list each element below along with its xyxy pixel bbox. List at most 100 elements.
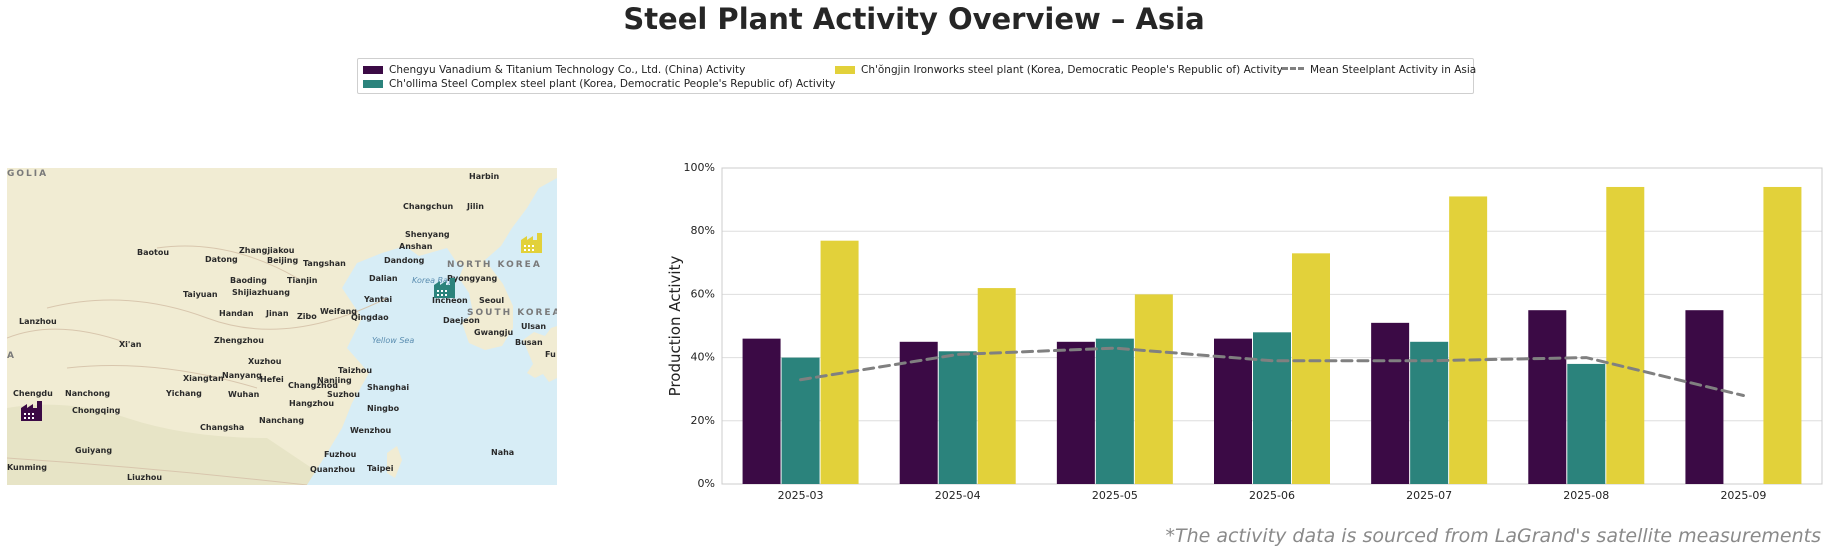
map-region-label: SOUTH KOREA [467, 308, 557, 318]
y-tick-label: 100% [684, 161, 715, 174]
map-city-label: Xuzhou [248, 357, 282, 366]
map-city-label: Seoul [479, 296, 504, 305]
map-city-label: Kunming [7, 463, 47, 472]
map-city-label: Changzhou [288, 381, 338, 390]
map-city-label: Fu [545, 350, 556, 359]
map-city-label: Zhangjiakou [239, 246, 295, 255]
map-city-label: Gwangju [474, 328, 514, 337]
map-city-label: Anshan [399, 242, 433, 251]
map-city-label: Liuzhou [127, 473, 162, 482]
bar [820, 240, 859, 484]
map-city-label: Zibo [297, 312, 317, 321]
map-city-label: Jilin [466, 202, 484, 211]
legend-label: Chengyu Vanadium & Titanium Technology C… [389, 64, 746, 76]
map-city-label: Beijing [267, 256, 298, 265]
map-city-label: Ulsan [521, 322, 546, 331]
map-city-label: Fuzhou [324, 450, 357, 459]
map-city-label: Guiyang [75, 446, 112, 455]
map-city-label: Hangzhou [289, 399, 334, 408]
bar [1214, 338, 1252, 484]
korean-peninsula [459, 250, 513, 350]
map-city-label: Chengdu [13, 389, 53, 398]
bar [977, 288, 1016, 484]
factory-icon[interactable] [434, 278, 455, 298]
y-tick-label: 20% [691, 414, 715, 427]
map-city-label: Xi'an [119, 340, 142, 349]
map-city-label: Taizhou [338, 366, 372, 375]
y-tick-label: 80% [691, 224, 715, 237]
map-city-label: Zhengzhou [214, 336, 264, 345]
road [7, 328, 128, 344]
map-city-label: Wenzhou [350, 426, 392, 435]
map-sea-label: Korea Bay [412, 276, 453, 285]
y-tick-label: 0% [698, 477, 715, 490]
map-region-label: NORTH KOREA [447, 260, 542, 270]
road [7, 457, 308, 485]
map-city-label: Busan [515, 338, 543, 347]
x-tick-label: 2025-03 [778, 489, 824, 500]
map-sea-label: Yellow Sea [372, 336, 414, 345]
map-city-label: Harbin [469, 172, 500, 181]
bar [742, 338, 781, 484]
y-tick-label: 40% [691, 351, 715, 364]
map-city-label: Jinan [265, 309, 289, 318]
footnote: *The activity data is sourced from LaGra… [1165, 525, 1821, 547]
map-city-label: Qingdao [351, 313, 389, 322]
factory-icon[interactable] [21, 401, 42, 421]
legend-swatch [363, 80, 383, 88]
land-south [7, 404, 337, 485]
legend-label: Mean Steelplant Activity in Asia [1310, 64, 1477, 76]
map-city-label: Shanghai [367, 383, 409, 392]
map-city-label: Pyongyang [447, 274, 497, 283]
x-tick-label: 2025-09 [1720, 489, 1766, 500]
map-city-label: Incheon [432, 296, 468, 305]
map-city-label: Taipei [367, 464, 394, 473]
bar [1763, 186, 1802, 484]
map[interactable]: GOLIA NORTH KOREA SOUTH KOREA A Yellow S… [7, 168, 557, 485]
map-city-label: Dandong [384, 256, 425, 265]
map-city-label: Tianjin [287, 276, 318, 285]
map-city-label: Ningbo [367, 404, 400, 413]
map-city-label: Taiyuan [183, 290, 218, 299]
chart-canvas: 0% 20% 40% 60% 80% 100% Production Activity 202… [666, 161, 1823, 502]
bar [1095, 338, 1134, 484]
map-city-label: Hefei [260, 375, 284, 384]
factory-icon[interactable] [521, 233, 542, 253]
bar [899, 341, 938, 484]
map-city-label: Handan [219, 309, 254, 318]
map-city-label: Shijiazhuang [232, 288, 290, 297]
bar [781, 357, 820, 484]
map-city-label: Chongqing [72, 406, 121, 415]
bar-chart: 0% 20% 40% 60% 80% 100% Production Activity 202… [660, 160, 1828, 502]
bar [1606, 186, 1645, 484]
map-city-label: Weifang [320, 307, 357, 316]
chart-legend: Chengyu Vanadium & Titanium Technology C… [357, 58, 1477, 94]
taiwan [387, 446, 402, 478]
map-city-label: Suzhou [327, 390, 360, 399]
map-city-label: Wuhan [228, 390, 260, 399]
bar [1685, 310, 1724, 484]
y-axis-label: Production Activity [666, 256, 684, 397]
bar [1567, 363, 1606, 484]
map-city-label: Yichang [165, 389, 202, 398]
bar [1371, 322, 1410, 484]
bar [1410, 341, 1449, 484]
road [46, 297, 388, 330]
map-city-label: Datong [205, 255, 238, 264]
map-city-label: Xiangtan [183, 374, 224, 383]
legend-swatch [835, 66, 855, 74]
x-tick-label: 2025-07 [1406, 489, 1452, 500]
x-tick-label: 2025-04 [935, 489, 981, 500]
sea [307, 178, 557, 485]
bar [1292, 253, 1330, 484]
x-tick-label: 2025-08 [1563, 489, 1609, 500]
map-city-label: Nanchang [259, 416, 304, 425]
bar [1528, 310, 1567, 484]
map-city-label: Baotou [137, 248, 169, 257]
y-tick-label: 60% [691, 287, 715, 300]
bar [1134, 294, 1173, 484]
map-region-label: A [7, 351, 16, 361]
road [66, 365, 258, 389]
page-title: Steel Plant Activity Overview – Asia [623, 2, 1205, 36]
legend-dash [1282, 67, 1304, 70]
